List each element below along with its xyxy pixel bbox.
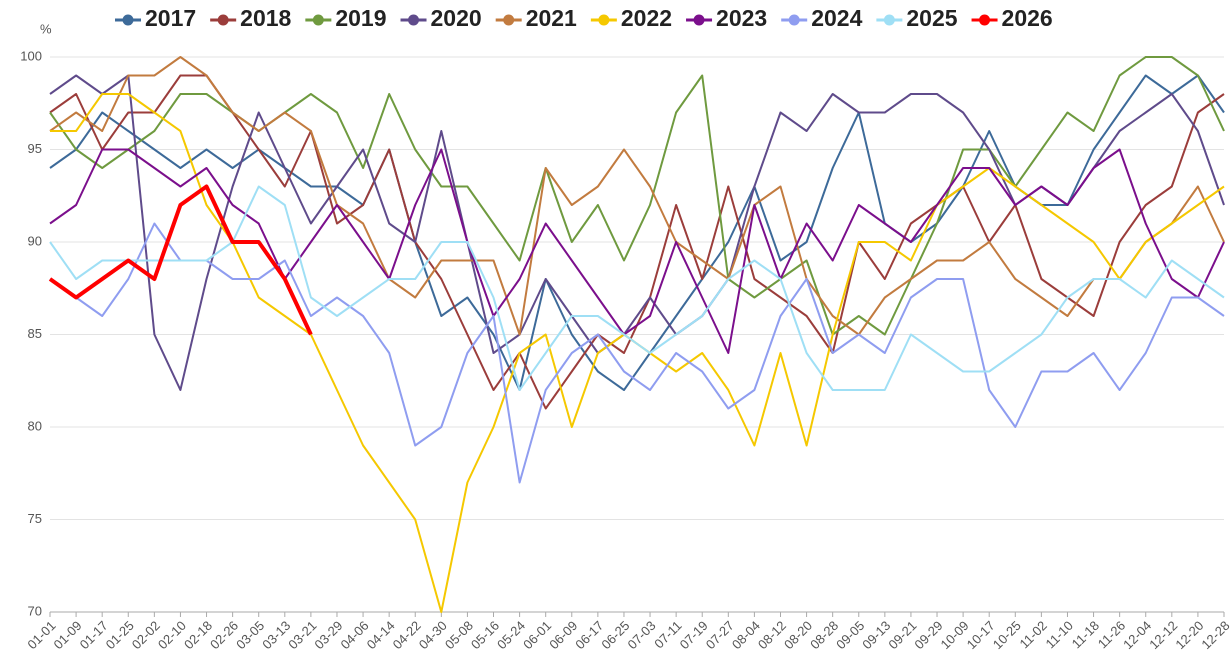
x-tick-label: 06-25 [598, 618, 632, 652]
x-tick-label: 02-02 [129, 618, 163, 652]
x-tick-label: 03-13 [259, 618, 293, 652]
x-tick-label: 02-26 [207, 618, 241, 652]
x-tick-label: 03-29 [311, 618, 345, 652]
y-tick-label: 80 [28, 418, 42, 433]
x-tick-label: 10-25 [990, 618, 1024, 652]
legend-marker [883, 14, 895, 26]
legend-label: 2025 [906, 5, 957, 31]
x-tick-label: 06-09 [546, 618, 580, 652]
legend-label: 2026 [1002, 5, 1053, 31]
x-tick-label: 09-21 [885, 618, 919, 652]
x-tick-label: 05-08 [442, 618, 476, 652]
x-tick-label: 05-24 [494, 618, 528, 652]
x-tick-label: 03-05 [233, 618, 267, 652]
x-tick-label: 12-20 [1172, 618, 1206, 652]
x-tick-label: 08-12 [755, 618, 789, 652]
x-tick-label: 12-04 [1120, 618, 1154, 652]
x-tick-label: 07-11 [651, 618, 684, 651]
x-tick-label: 11-02 [1016, 618, 1049, 651]
x-tick-label: 08-20 [781, 618, 815, 652]
series-line [49, 185, 1225, 391]
legend-marker [693, 14, 705, 26]
legend-marker [408, 14, 420, 26]
legend-marker [503, 14, 515, 26]
x-tick-label: 05-16 [468, 618, 502, 652]
series-line [48, 184, 313, 336]
x-tick-label: 11-26 [1095, 618, 1128, 651]
series-line [49, 56, 1225, 336]
legend-label: 2020 [431, 5, 482, 31]
y-tick-label: 85 [28, 326, 42, 341]
y-tick-label: 70 [28, 603, 42, 618]
x-tick-label: 07-19 [677, 618, 711, 652]
x-tick-label: 11-10 [1043, 618, 1076, 651]
y-tick-label: 100 [20, 48, 42, 63]
x-tick-label: 04-30 [416, 618, 450, 652]
series-line [49, 222, 1225, 484]
legend-label: 2018 [240, 5, 291, 31]
x-tick-label: 12-28 [1198, 618, 1230, 652]
legend-marker [312, 14, 324, 26]
x-tick-label: 07-27 [703, 618, 737, 652]
legend-marker [217, 14, 229, 26]
y-tick-label: 90 [28, 233, 42, 248]
x-tick-label: 08-28 [807, 618, 841, 652]
x-tick-label: 08-04 [729, 618, 763, 652]
legend-marker [122, 14, 134, 26]
x-tick-label: 10-09 [938, 618, 972, 652]
x-tick-label: 04-22 [390, 618, 424, 652]
y-tick-label: 95 [28, 141, 42, 156]
legend-label: 2023 [716, 5, 767, 31]
x-tick-label: 04-14 [364, 618, 398, 652]
x-tick-label: 01-09 [51, 618, 85, 652]
legend-marker [598, 14, 610, 26]
x-tick-label: 06-01 [520, 618, 554, 652]
x-tick-label: 09-13 [859, 618, 893, 652]
x-tick-label: 09-05 [833, 618, 867, 652]
x-tick-label: 04-06 [338, 618, 372, 652]
x-tick-label: 01-25 [103, 618, 137, 652]
x-tick-label: 01-17 [77, 618, 111, 652]
series-line [49, 148, 1225, 354]
x-tick-label: 02-18 [181, 618, 215, 652]
x-tick-label: 07-03 [624, 618, 658, 652]
x-tick-label: 10-17 [964, 618, 998, 652]
legend-marker [788, 14, 800, 26]
legend-label: 2021 [526, 5, 577, 31]
legend-label: 2022 [621, 5, 672, 31]
x-tick-label: 01-01 [24, 618, 58, 652]
legend-label: 2017 [145, 5, 196, 31]
x-tick-label: 09-29 [911, 618, 945, 652]
y-unit: % [40, 21, 52, 36]
legend-label: 2024 [811, 5, 862, 31]
x-tick-label: 12-12 [1146, 618, 1180, 652]
x-tick-label: 06-17 [572, 618, 606, 652]
legend-label: 2019 [335, 5, 386, 31]
y-tick-label: 75 [28, 511, 42, 526]
series-line [50, 93, 1225, 613]
legend-marker [979, 14, 991, 26]
x-tick-label: 03-21 [285, 618, 319, 652]
x-tick-label: 11-18 [1069, 618, 1102, 651]
x-tick-label: 02-10 [155, 618, 189, 652]
